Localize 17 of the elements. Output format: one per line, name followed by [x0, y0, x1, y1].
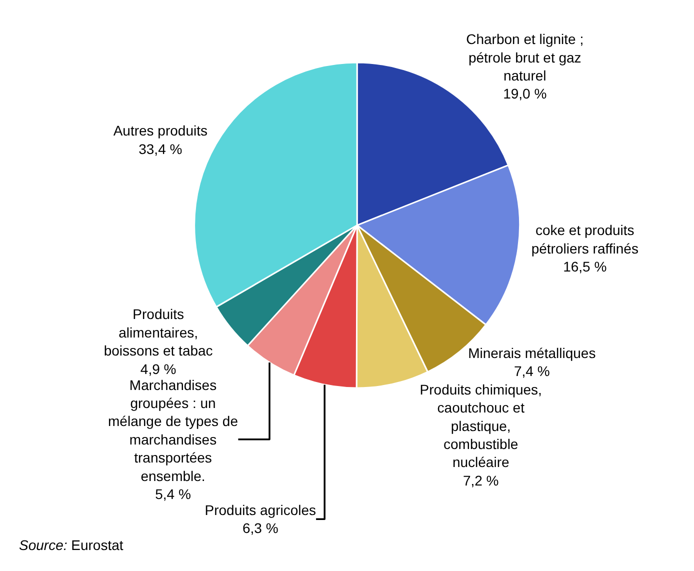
- data-label: 5,4 %: [155, 486, 191, 502]
- slice-label: Charbon et lignite ; pétrole brut et gaz naturel: [466, 31, 584, 84]
- data-label: 19,0 %: [503, 86, 547, 102]
- data-label: 6,3 %: [242, 520, 278, 536]
- slice-label: Minerais métalliques: [468, 344, 596, 361]
- slice-label: coke et produits pétroliers raffinés: [531, 222, 638, 256]
- data-label: 7,2 %: [462, 472, 499, 488]
- data-label: 7,4 %: [514, 363, 550, 380]
- data-label: 4,9 %: [140, 360, 176, 377]
- slice-label: Produits chimiques, caoutchouc et plastique, combustible nucléaire: [420, 381, 542, 470]
- source-note: Source: Eurostat: [19, 537, 124, 553]
- data-label: 33,4 %: [138, 140, 182, 157]
- slice-label: Produits agricoles: [204, 502, 316, 518]
- data-label: 16,5 %: [563, 258, 607, 275]
- slice-label: Produits alimentaires, boissons et tabac: [104, 306, 213, 359]
- slice-label: Marchandises groupées : un mélange de types de marchandises transportées ensemble.: [108, 376, 238, 484]
- slice-label: Autres produits: [113, 122, 208, 139]
